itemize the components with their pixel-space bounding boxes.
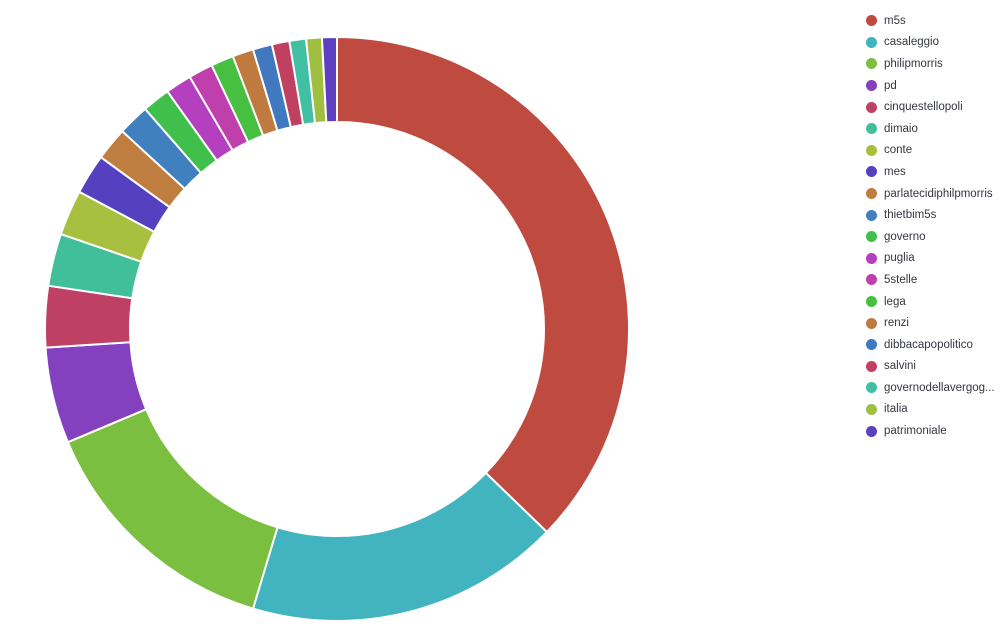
legend-label: 5stelle [884,273,918,286]
legend-item-thietbim5s[interactable]: thietbim5s [866,204,1000,226]
legend-item-patrimoniale[interactable]: patrimoniale [866,420,1000,442]
slice-philipmorris[interactable] [66,407,279,610]
legend-dot-icon [866,231,877,243]
legend-label: dibbacapopolitico [884,338,973,351]
legend-dot-icon [866,58,877,70]
legend-item-governodellavergognaitaliana[interactable]: governodellavergog... [866,377,1000,399]
legend-dot-icon [866,425,877,437]
legend-label: conte [884,144,913,157]
legend-dot-icon [866,36,877,48]
legend-dot-icon [866,101,877,113]
legend-dot-icon [866,123,877,135]
legend-label: lega [884,295,906,308]
slice-casaleggio[interactable] [251,471,549,622]
legend-label: governo [884,230,926,243]
legend-dot-icon [866,317,877,329]
legend-dot-icon [866,209,877,221]
legend-item-5stelle[interactable]: 5stelle [866,269,1000,291]
legend-label: philipmorris [884,57,943,70]
legend-item-conte[interactable]: conte [866,140,1000,162]
donut-svg [44,35,630,622]
legend-item-italia[interactable]: italia [866,399,1000,421]
legend-dot-icon [866,360,877,372]
legend-item-puglia[interactable]: puglia [866,248,1000,270]
legend-item-cinquestellopoli[interactable]: cinquestellopoli [866,96,1000,118]
legend-item-salvini[interactable]: salvini [866,356,1000,378]
legend-dot-icon [866,296,877,308]
legend-label: salvini [884,360,916,373]
legend-dot-icon [866,166,877,178]
legend-item-pd[interactable]: pd [866,75,1000,97]
legend-label: pd [884,79,897,92]
legend-label: puglia [884,252,915,265]
legend-item-dimaio[interactable]: dimaio [866,118,1000,140]
legend-label: mes [884,165,906,178]
legend-item-mes[interactable]: mes [866,161,1000,183]
slice-patrimoniale[interactable] [320,35,338,124]
legend-item-parlatecidiphilpmorris[interactable]: parlatecidiphilpmorris [866,183,1000,205]
legend-dot-icon [866,80,877,92]
legend-dot-icon [866,144,877,156]
legend-dot-icon [866,252,877,264]
legend-dot-icon [866,274,877,286]
legend-label: parlatecidiphilpmorris [884,187,993,200]
legend-label: patrimoniale [884,425,947,438]
legend-label: renzi [884,317,909,330]
legend-label: thietbim5s [884,209,937,222]
legend-item-m5s[interactable]: m5s [866,10,1000,32]
legend-item-dibbacapopolitico[interactable]: dibbacapopolitico [866,334,1000,356]
legend-dot-icon [866,403,877,415]
legend-item-governo[interactable]: governo [866,226,1000,248]
legend-item-philipmorris[interactable]: philipmorris [866,53,1000,75]
legend-label: casaleggio [884,36,939,49]
legend-label: m5s [884,14,906,27]
legend-dot-icon [866,339,877,351]
legend-label: governodellavergog... [884,381,995,394]
legend-item-lega[interactable]: lega [866,291,1000,313]
legend-label: cinquestellopoli [884,101,963,114]
legend-item-casaleggio[interactable]: casaleggio [866,32,1000,54]
legend-label: italia [884,403,908,416]
legend-label: dimaio [884,122,918,135]
legend-dot-icon [866,15,877,27]
slice-m5s[interactable] [336,35,630,534]
legend-item-renzi[interactable]: renzi [866,312,1000,334]
legend-dot-icon [866,188,877,200]
legend: m5s casaleggio philipmorris pd cinquestellop… [866,10,1000,442]
legend-dot-icon [866,382,877,394]
